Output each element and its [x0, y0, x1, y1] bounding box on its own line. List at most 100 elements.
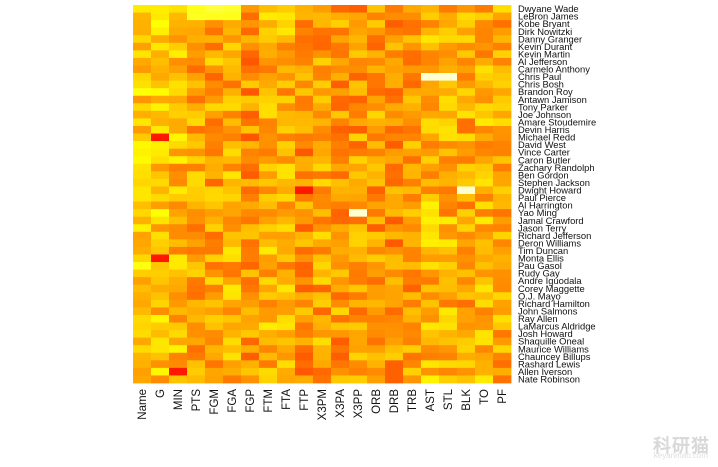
heatmap-cell	[241, 209, 260, 218]
heatmap-cell	[205, 163, 224, 172]
heatmap-cell	[277, 148, 296, 157]
heatmap-cell	[133, 277, 152, 286]
heatmap-cell	[223, 42, 242, 51]
heatmap-cell	[313, 246, 332, 255]
heatmap-cell	[331, 262, 350, 270]
heatmap-cell	[475, 246, 494, 255]
y-tick-label: Devin Harris	[518, 124, 570, 135]
heatmap-cell	[151, 330, 170, 339]
heatmap-cell	[259, 118, 278, 127]
heatmap-cell	[331, 367, 350, 376]
heatmap-cell	[133, 186, 152, 195]
heatmap-cell	[403, 322, 422, 331]
heatmap-cell	[385, 209, 404, 218]
x-tick-label: FGM	[209, 389, 221, 415]
heatmap-cell	[367, 322, 386, 331]
heatmap-cell	[259, 375, 278, 384]
heatmap-cell	[349, 322, 368, 331]
heatmap-cell	[313, 367, 332, 376]
heatmap-cell	[457, 133, 476, 142]
heatmap-cell	[187, 125, 206, 134]
heatmap-cell	[223, 133, 242, 142]
heatmap-cell	[259, 269, 278, 278]
heatmap-cell	[367, 133, 386, 142]
heatmap-cell	[259, 110, 278, 119]
heatmap-cell	[187, 141, 206, 150]
y-tick-label: Deron Williams	[518, 237, 581, 248]
heatmap-cell	[169, 330, 188, 339]
heatmap-cell	[457, 50, 476, 59]
heatmap-cell	[151, 178, 170, 187]
heatmap-cell	[439, 95, 458, 104]
heatmap-cell	[313, 299, 332, 308]
heatmap-cell	[205, 5, 224, 13]
heatmap-cell	[169, 284, 188, 293]
heatmap-cell	[457, 88, 476, 97]
heatmap-cell	[457, 269, 476, 278]
heatmap-cell	[475, 330, 494, 339]
heatmap-cell	[331, 307, 350, 316]
heatmap-cell	[169, 118, 188, 127]
heatmap-cell	[151, 262, 170, 270]
heatmap-cell	[169, 103, 188, 112]
heatmap-cell	[259, 216, 278, 225]
heatmap-cell	[169, 345, 188, 354]
y-tick-label: John Salmons	[518, 305, 578, 316]
heatmap-cell	[151, 360, 170, 369]
heatmap-cell	[187, 231, 206, 240]
y-tick-label: Maurice Williams	[518, 343, 589, 354]
heatmap-cell	[475, 171, 494, 180]
heatmap-cell	[457, 352, 476, 361]
heatmap-cell	[313, 292, 332, 301]
heatmap-cell	[259, 57, 278, 66]
heatmap-cell	[457, 141, 476, 150]
y-tick-label: Dirk Nowitzki	[518, 26, 572, 37]
heatmap-cell	[475, 299, 494, 308]
y-tick-label: Josh Howard	[518, 328, 573, 339]
heatmap-cell	[385, 330, 404, 339]
heatmap-cell	[277, 231, 296, 240]
heatmap-cell	[457, 110, 476, 119]
heatmap-cell	[313, 231, 332, 240]
heatmap-cell	[367, 209, 386, 218]
x-tick-label: PTS	[191, 389, 203, 412]
heatmap-cell	[439, 375, 458, 384]
y-tick-label: Richard Jefferson	[518, 230, 591, 241]
heatmap-cell	[475, 337, 494, 346]
heatmap-cell	[421, 27, 440, 36]
heatmap-cell	[259, 80, 278, 89]
heatmap-cell	[133, 216, 152, 225]
heatmap-cell	[403, 186, 422, 195]
heatmap-cell	[403, 88, 422, 97]
heatmap-cell	[331, 5, 350, 13]
heatmap-cell	[205, 209, 224, 218]
heatmap-cell	[475, 50, 494, 59]
heatmap-cell	[295, 337, 314, 346]
heatmap-cell	[385, 277, 404, 286]
heatmap-cell	[349, 292, 368, 301]
heatmap-cell	[187, 12, 206, 21]
heatmap-cell	[277, 110, 296, 119]
heatmap-cell	[421, 80, 440, 89]
heatmap-cell	[151, 186, 170, 195]
heatmap-cell	[187, 360, 206, 369]
heatmap-cell	[205, 141, 224, 150]
heatmap-cell	[349, 35, 368, 44]
heatmap-cell	[331, 231, 350, 240]
heatmap-cell	[259, 292, 278, 301]
heatmap-cell	[439, 50, 458, 59]
heatmap-cell	[241, 125, 260, 134]
heatmap-cell	[277, 186, 296, 195]
heatmap-cell	[403, 118, 422, 127]
heatmap-cell	[259, 5, 278, 13]
heatmap-cell	[475, 367, 494, 376]
heatmap-cell	[421, 367, 440, 376]
y-tick-label: Chauncey Billups	[518, 351, 591, 362]
heatmap-cell	[457, 148, 476, 157]
heatmap-cell	[349, 375, 368, 384]
heatmap-cell	[385, 375, 404, 384]
heatmap-cell	[241, 186, 260, 195]
heatmap-cell	[367, 330, 386, 339]
y-tick-label: Amare Stoudemire	[518, 116, 596, 127]
heatmap-cell	[457, 178, 476, 187]
